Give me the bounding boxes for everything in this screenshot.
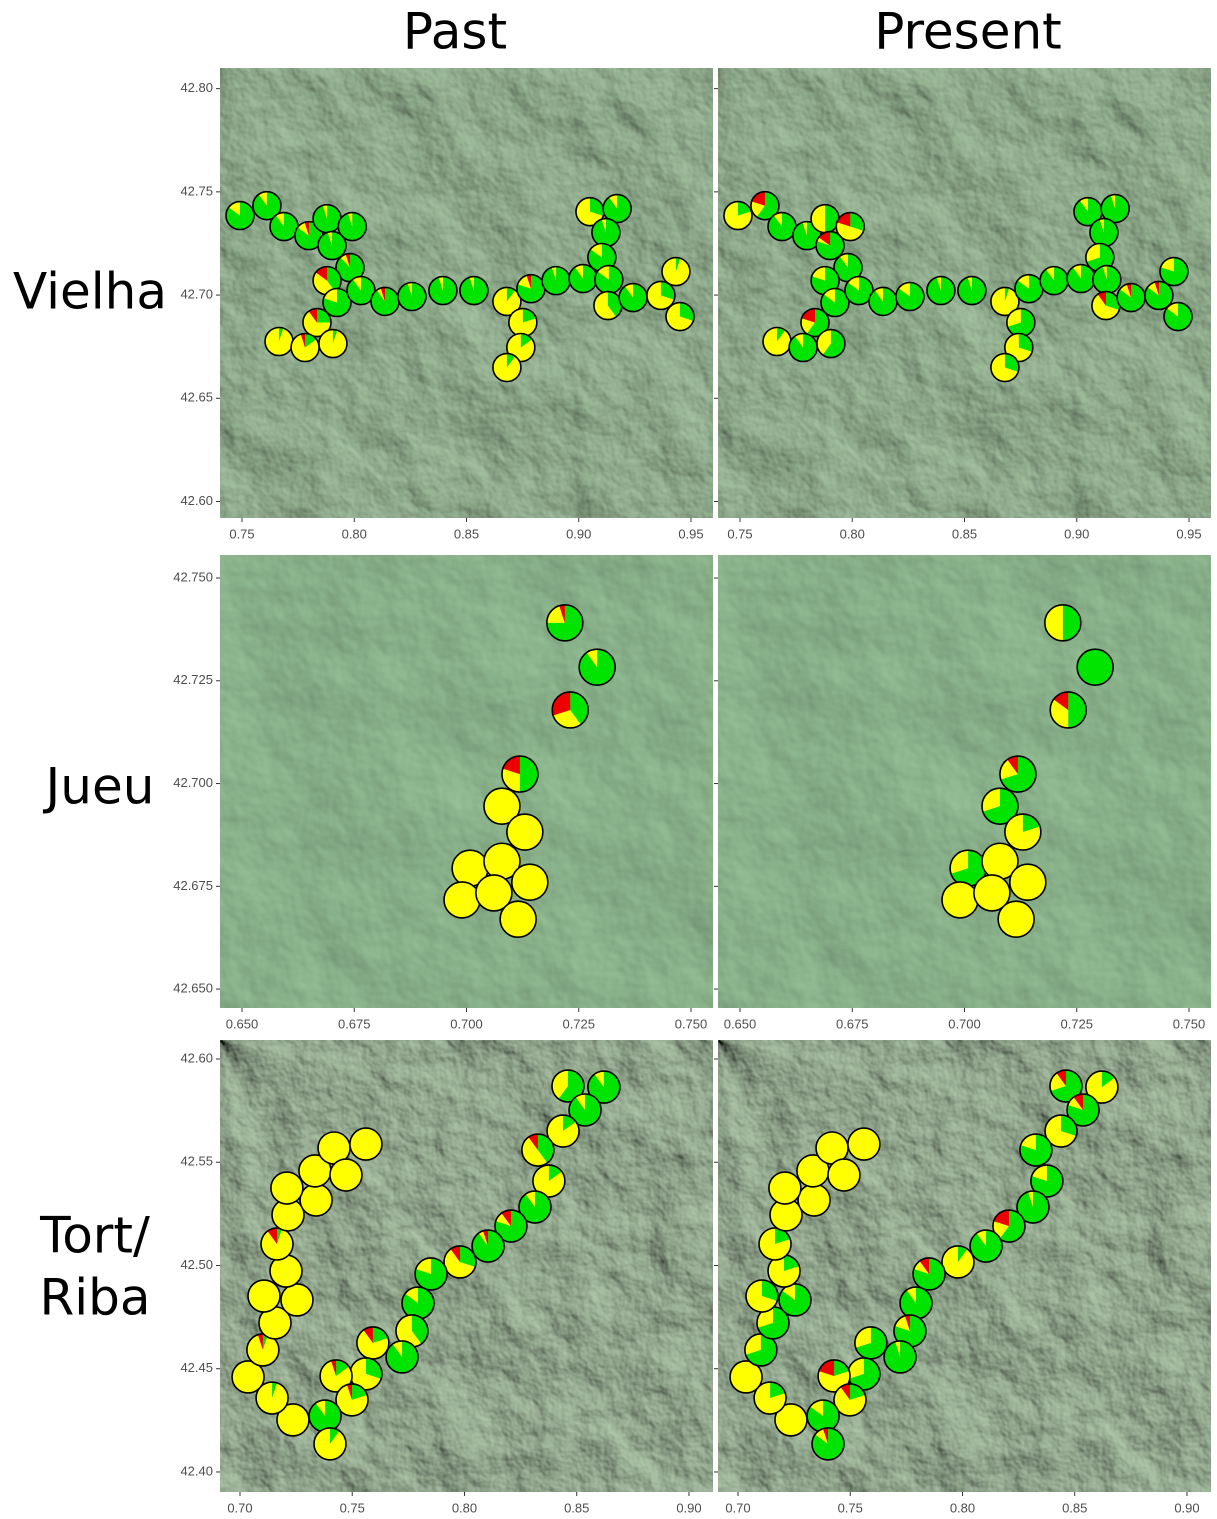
x-tick-label: 0.75 xyxy=(838,1500,863,1515)
terrain-background xyxy=(718,555,1211,1008)
x-tick-label: 0.75 xyxy=(340,1500,365,1515)
y-tick-label: 42.50 xyxy=(180,1257,213,1272)
x-tick-label: 0.85 xyxy=(1062,1500,1087,1515)
row-label: Riba xyxy=(39,1269,150,1327)
y-tick-label: 42.750 xyxy=(173,569,213,584)
x-tick-label: 0.80 xyxy=(452,1500,477,1515)
map-panel: 0.75 0.80 0.85 0.90 0.95 xyxy=(714,68,1211,541)
y-tick-label: 42.80 xyxy=(180,80,213,95)
map-panel: 0.70 0.75 0.80 0.85 0.90 xyxy=(714,1040,1211,1515)
x-tick-label: 0.80 xyxy=(950,1500,975,1515)
x-tick-label: 0.85 xyxy=(454,526,479,541)
x-tick-label: 0.650 xyxy=(226,1016,259,1031)
figure: PastPresentVielhaJueuTort/Riba0.750.800.… xyxy=(0,0,1217,1519)
x-tick-label: 0.725 xyxy=(1060,1016,1093,1031)
x-tick-label: 0.750 xyxy=(1173,1016,1206,1031)
x-tick-label: 0.650 xyxy=(724,1016,757,1031)
x-tick-label: 0.95 xyxy=(1176,526,1201,541)
x-tick-label: 0.75 xyxy=(229,526,254,541)
row-label: Jueu xyxy=(43,758,155,816)
x-tick-label: 0.80 xyxy=(840,526,865,541)
y-tick-label: 42.75 xyxy=(180,183,213,198)
y-tick-label: 42.65 xyxy=(180,390,213,405)
x-tick-label: 0.80 xyxy=(342,526,367,541)
x-tick-label: 0.90 xyxy=(1174,1500,1199,1515)
x-tick-label: 0.85 xyxy=(564,1500,589,1515)
x-tick-label: 0.70 xyxy=(725,1500,750,1515)
x-tick-label: 0.90 xyxy=(676,1500,701,1515)
x-tick-label: 0.725 xyxy=(562,1016,595,1031)
map-panel: 0.650 0.675 0.700 0.725 0.750 42.650 42.675 42.… xyxy=(173,555,713,1031)
column-title: Present xyxy=(874,3,1062,61)
y-tick-label: 42.70 xyxy=(180,287,213,302)
y-tick-label: 42.45 xyxy=(180,1360,213,1375)
map-panel: 0.70 0.75 0.80 0.85 0.90 42.40 42.45 42.50 42.55… xyxy=(180,1040,713,1515)
y-tick-label: 42.700 xyxy=(173,775,213,790)
terrain-background xyxy=(220,555,713,1008)
y-tick-label: 42.60 xyxy=(180,1050,213,1065)
map-panel: 0.650 0.675 0.700 0.725 0.750 xyxy=(714,555,1211,1031)
x-tick-label: 0.675 xyxy=(338,1016,371,1031)
row-label: Tort/ xyxy=(39,1207,150,1265)
x-tick-label: 0.750 xyxy=(675,1016,708,1031)
y-tick-label: 42.650 xyxy=(173,981,213,996)
y-tick-label: 42.60 xyxy=(180,493,213,508)
x-tick-label: 0.700 xyxy=(948,1016,981,1031)
y-tick-label: 42.675 xyxy=(173,878,213,893)
x-tick-label: 0.75 xyxy=(727,526,752,541)
x-tick-label: 0.90 xyxy=(566,526,591,541)
map-panel: 0.75 0.80 0.85 0.90 0.95 42.60 42.65 42.70 42.75… xyxy=(180,68,713,541)
x-tick-label: 0.675 xyxy=(836,1016,869,1031)
x-tick-label: 0.70 xyxy=(227,1500,252,1515)
x-tick-label: 0.85 xyxy=(952,526,977,541)
x-tick-label: 0.90 xyxy=(1064,526,1089,541)
y-tick-label: 42.40 xyxy=(180,1463,213,1478)
x-tick-label: 0.95 xyxy=(678,526,703,541)
column-title: Past xyxy=(403,3,507,61)
y-tick-label: 42.725 xyxy=(173,672,213,687)
row-label: Vielha xyxy=(13,263,167,321)
x-tick-label: 0.700 xyxy=(450,1016,483,1031)
y-tick-label: 42.55 xyxy=(180,1154,213,1169)
